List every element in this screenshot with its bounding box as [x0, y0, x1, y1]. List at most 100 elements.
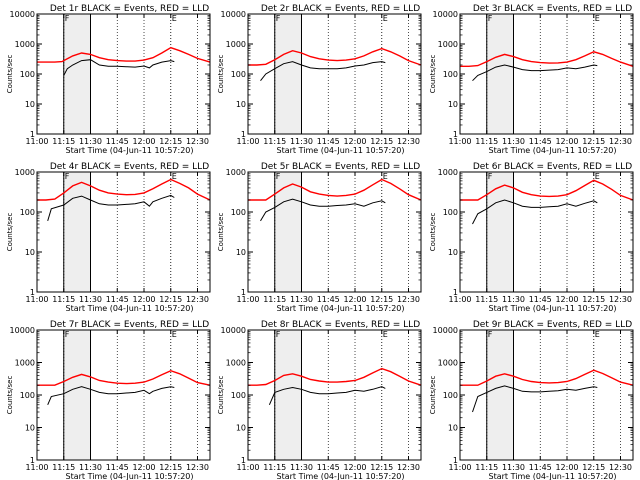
- x-tick-label: 11:30: [502, 137, 525, 146]
- x-tick-label: 11:15: [263, 137, 286, 146]
- x-tick-label: 12:15: [582, 463, 605, 472]
- y-tick-label: 10: [448, 248, 458, 257]
- x-axis-label: Start Time (04-Jun-11 10:57:20): [277, 146, 405, 155]
- lld-series-line: [460, 51, 634, 67]
- marker-label: F: [488, 172, 493, 181]
- x-tick-label: 12:00: [555, 295, 578, 304]
- events-series-line: [472, 199, 598, 225]
- x-tick-label: 11:00: [448, 295, 471, 304]
- y-tick-label: 1: [241, 130, 246, 139]
- y-tick-label: 100: [231, 70, 246, 79]
- panel-title: Det 8r BLACK = Events, RED = LLD: [261, 320, 420, 330]
- lld-series-line: [460, 179, 634, 201]
- x-tick-label: 11:00: [236, 137, 259, 146]
- plot-frame: [459, 13, 634, 135]
- y-tick-label: 1000: [226, 359, 246, 368]
- marker-label: F: [276, 330, 281, 339]
- panel-4: F E 1 10 100 1000 11:00 11:15 11:30 11:45 12:00 12:…: [6, 162, 211, 313]
- x-tick-label: 11:00: [236, 295, 259, 304]
- x-tick-label: 11:00: [448, 463, 471, 472]
- y-tick-label: 1000: [15, 168, 35, 177]
- events-series-line: [47, 194, 175, 222]
- shaded-interval: [274, 330, 302, 460]
- x-tick-label: 11:30: [502, 295, 525, 304]
- marker-label: F: [276, 14, 281, 23]
- y-tick-label: 1000: [438, 40, 458, 49]
- x-tick-label: 12:30: [186, 295, 209, 304]
- x-tick-label: 11:15: [263, 295, 286, 304]
- y-tick-label: 100: [443, 70, 458, 79]
- y-axis-label: Counts/sec: [217, 213, 225, 252]
- x-tick-label: 11:00: [25, 295, 48, 304]
- marker-label: F: [65, 330, 70, 339]
- x-tick-label: 12:00: [343, 137, 366, 146]
- x-tick-label: 11:15: [52, 295, 75, 304]
- y-tick-label: 1: [30, 288, 35, 297]
- x-axis-label: Start Time (04-Jun-11 10:57:20): [277, 304, 405, 313]
- y-tick-label: 1: [241, 456, 246, 465]
- marker-label: E: [383, 172, 388, 181]
- shaded-interval: [63, 172, 91, 292]
- x-tick-label: 12:30: [186, 463, 209, 472]
- y-axis-label: Counts/sec: [6, 213, 14, 252]
- x-tick-label: 12:00: [132, 295, 155, 304]
- x-tick-label: 11:30: [79, 137, 102, 146]
- x-tick-label: 12:15: [159, 463, 182, 472]
- y-axis-label: Counts/sec: [429, 213, 437, 252]
- events-series-line: [260, 198, 386, 222]
- lld-series-line: [37, 178, 211, 201]
- events-series-line: [260, 61, 386, 82]
- x-tick-label: 11:15: [475, 295, 498, 304]
- panel-title: Det 9r BLACK = Events, RED = LLD: [473, 320, 632, 330]
- y-tick-label: 1000: [438, 168, 458, 177]
- panel-title: Det 4r BLACK = Events, RED = LLD: [50, 162, 209, 172]
- x-axis-label: Start Time (04-Jun-11 10:57:20): [489, 472, 617, 480]
- x-tick-label: 11:00: [25, 137, 48, 146]
- x-tick-label: 11:00: [236, 463, 259, 472]
- plot-frame: [36, 329, 211, 461]
- x-tick-label: 12:00: [343, 295, 366, 304]
- x-tick-label: 11:45: [529, 295, 552, 304]
- events-series-line: [47, 386, 175, 405]
- x-tick-label: 11:30: [290, 463, 313, 472]
- x-tick-label: 12:15: [370, 137, 393, 146]
- y-axis-label: Counts/sec: [429, 55, 437, 94]
- y-tick-label: 10: [25, 248, 35, 257]
- y-tick-label: 10000: [10, 10, 35, 19]
- y-tick-label: 1000: [15, 40, 35, 49]
- marker-label: F: [276, 172, 281, 181]
- marker-label: E: [595, 14, 600, 23]
- x-tick-label: 11:00: [25, 463, 48, 472]
- marker-label: E: [172, 330, 177, 339]
- events-series-line: [472, 64, 598, 82]
- y-tick-label: 10: [236, 424, 246, 433]
- y-tick-label: 100: [443, 208, 458, 217]
- y-tick-label: 10: [236, 248, 246, 257]
- x-tick-label: 12:30: [609, 295, 632, 304]
- x-axis-label: Start Time (04-Jun-11 10:57:20): [66, 146, 194, 155]
- x-tick-label: 12:30: [397, 463, 420, 472]
- x-tick-label: 12:30: [609, 463, 632, 472]
- marker-label: E: [595, 172, 600, 181]
- shaded-interval: [274, 14, 302, 134]
- x-tick-label: 12:00: [132, 463, 155, 472]
- x-tick-label: 11:30: [79, 463, 102, 472]
- lld-series-line: [460, 369, 634, 386]
- y-axis-label: Counts/sec: [429, 376, 437, 415]
- y-axis-label: Counts/sec: [6, 376, 14, 415]
- y-tick-label: 10: [25, 424, 35, 433]
- panel-title: Det 6r BLACK = Events, RED = LLD: [473, 162, 632, 172]
- y-tick-label: 10000: [433, 10, 458, 19]
- y-tick-label: 1000: [15, 359, 35, 368]
- panel-title: Det 2r BLACK = Events, RED = LLD: [261, 4, 420, 14]
- y-tick-label: 1: [453, 288, 458, 297]
- shaded-interval: [486, 172, 514, 292]
- x-tick-label: 12:15: [370, 463, 393, 472]
- marker-label: F: [65, 172, 70, 181]
- y-tick-label: 10: [25, 100, 35, 109]
- shaded-interval: [274, 172, 302, 292]
- x-tick-label: 12:00: [132, 137, 155, 146]
